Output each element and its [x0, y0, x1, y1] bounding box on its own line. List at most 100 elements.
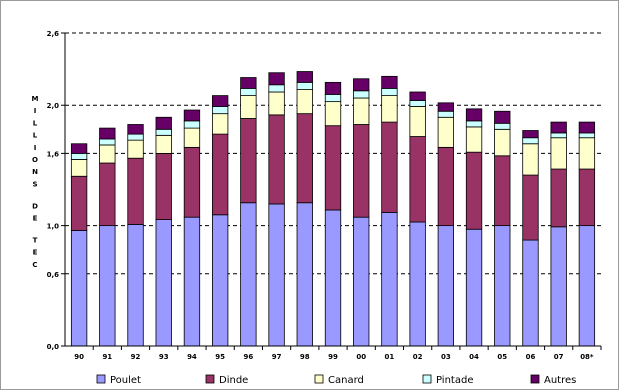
- x-tick-label: 08*: [580, 353, 594, 361]
- x-tick-label: 00: [356, 353, 366, 361]
- bar-dinde-02: [409, 136, 426, 223]
- bar-dinde-07: [550, 168, 567, 228]
- bar-dinde-91: [99, 162, 116, 227]
- bar-pintade-03: [437, 110, 454, 118]
- bar-pintade-91: [99, 138, 116, 146]
- bar-poulet-04: [465, 228, 483, 347]
- x-tick-labels: 90 91 92 93 94 95 96 97 98 99 00 01 02 03 04 05 06 07 08*: [74, 346, 602, 361]
- bar-autres-07: [550, 121, 567, 134]
- bar-autres-94: [183, 109, 201, 122]
- bars: [70, 71, 596, 347]
- x-tick-label: 94: [187, 353, 197, 361]
- bar-poulet-91: [99, 225, 116, 347]
- bar-canard-96: [240, 95, 257, 119]
- bar-dinde-96: [240, 118, 257, 204]
- x-tick-label: 96: [243, 353, 253, 361]
- legend-swatch-dinde: [205, 374, 215, 384]
- x-tick-label: 95: [215, 353, 225, 361]
- bar-poulet-96: [240, 202, 257, 347]
- x-tick-label: 90: [74, 353, 84, 361]
- bar-autres-95: [211, 95, 229, 107]
- x-tick-label: 06: [526, 353, 536, 361]
- legend-swatch-pintade: [422, 374, 432, 384]
- bar-dinde-90: [70, 175, 88, 231]
- bar-poulet-90: [70, 230, 88, 347]
- bar-canard-94: [183, 127, 201, 148]
- bar-autres-01: [381, 75, 398, 89]
- bar-poulet-98: [296, 202, 313, 347]
- legend-label-autres: Autres: [544, 375, 576, 386]
- bar-dinde-93: [155, 152, 172, 220]
- bar-dinde-00: [353, 124, 370, 218]
- bar-autres-96: [240, 77, 257, 89]
- bar-canard-03: [437, 116, 454, 148]
- bar-poulet-01: [381, 211, 398, 347]
- axes: [64, 33, 601, 347]
- bar-autres-92: [127, 124, 144, 135]
- y-tick-label: 0,0: [47, 343, 60, 351]
- bar-dinde-03: [437, 146, 454, 227]
- bar-pintade-92: [127, 133, 144, 141]
- bar-poulet-92: [127, 224, 144, 347]
- bar-canard-92: [127, 139, 144, 159]
- bar-poulet-99: [324, 209, 342, 347]
- bar-dinde-08*: [578, 168, 596, 227]
- bar-autres-97: [268, 72, 285, 86]
- bar-pintade-07: [550, 132, 567, 139]
- bar-poulet-97: [268, 203, 285, 347]
- legend-label-poulet: Poulet: [110, 375, 141, 386]
- bar-dinde-01: [381, 121, 398, 213]
- bar-pintade-01: [381, 87, 398, 96]
- bar-pintade-08*: [578, 132, 596, 139]
- bar-poulet-06: [522, 239, 539, 347]
- bar-poulet-03: [437, 225, 454, 347]
- bar-dinde-04: [465, 151, 483, 230]
- legend-swatch-autres: [530, 374, 540, 384]
- bar-autres-03: [437, 102, 454, 112]
- bar-pintade-96: [240, 87, 257, 96]
- bar-canard-98: [296, 89, 313, 115]
- bar-canard-93: [155, 134, 172, 154]
- bar-autres-93: [155, 116, 172, 130]
- y-tick-labels: 0,0 0,6 1,0 1,6 2,0 2,6: [47, 30, 65, 351]
- bar-canard-00: [353, 97, 370, 125]
- bar-pintade-98: [296, 81, 313, 90]
- bar-autres-90: [70, 143, 88, 154]
- bar-pintade-99: [324, 93, 342, 103]
- bar-autres-98: [296, 71, 313, 83]
- bar-dinde-95: [211, 133, 229, 216]
- bar-pintade-94: [183, 120, 201, 129]
- bar-pintade-05: [494, 122, 511, 130]
- bar-poulet-05: [494, 225, 511, 347]
- legend-label-pintade: Pintade: [436, 375, 473, 386]
- x-tick-label: 02: [413, 353, 423, 361]
- bar-canard-08*: [578, 137, 596, 170]
- bar-pintade-90: [70, 152, 88, 160]
- bar-dinde-94: [183, 146, 201, 218]
- bar-poulet-08*: [578, 225, 596, 347]
- y-tick-label: 1,0: [47, 223, 60, 231]
- y-tick-label: 0,6: [47, 271, 60, 279]
- bar-pintade-06: [522, 137, 539, 145]
- bar-pintade-02: [409, 100, 426, 107]
- bar-canard-06: [522, 143, 539, 176]
- legend-swatch-canard: [314, 374, 324, 384]
- x-tick-label: 93: [159, 353, 169, 361]
- bar-autres-02: [409, 91, 426, 101]
- bar-autres-06: [522, 130, 539, 139]
- bar-canard-99: [324, 101, 342, 127]
- bar-dinde-92: [127, 157, 144, 225]
- x-tick-label: 98: [300, 353, 310, 361]
- bar-poulet-02: [409, 221, 426, 347]
- x-tick-label: 97: [272, 353, 282, 361]
- x-tick-label: 01: [385, 353, 395, 361]
- bar-dinde-99: [324, 125, 342, 211]
- y-tick-label: 2,0: [47, 102, 60, 110]
- bar-poulet-93: [155, 219, 172, 347]
- bar-pintade-04: [465, 120, 483, 128]
- bar-dinde-98: [296, 113, 313, 204]
- x-tick-label: 92: [131, 353, 141, 361]
- bar-dinde-06: [522, 174, 539, 241]
